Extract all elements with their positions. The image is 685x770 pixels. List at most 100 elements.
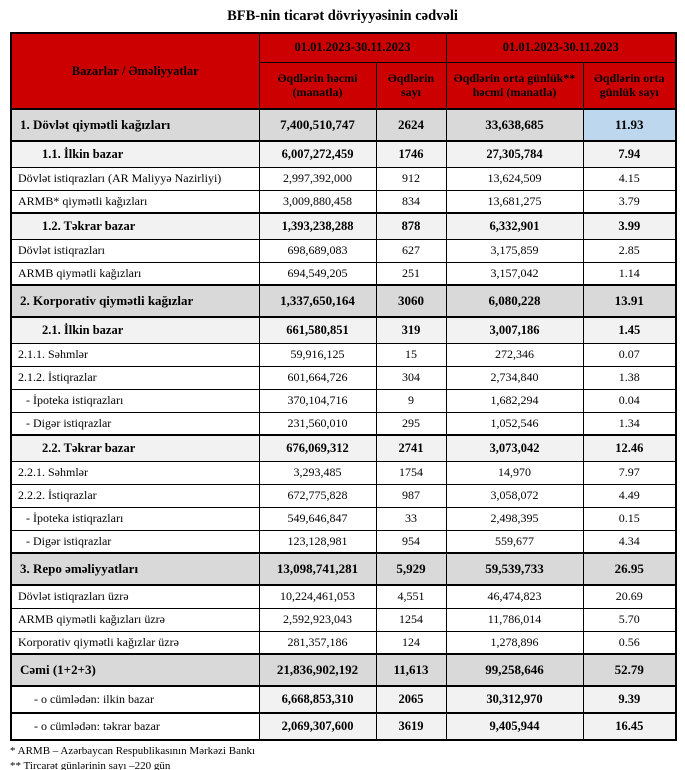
cell-value: 5,929 xyxy=(375,552,447,586)
row-label: 1.1. İlkin bazar xyxy=(10,140,260,168)
table-row: Dövlət istiqrazları üzrə 10,224,461,053 4,… xyxy=(10,584,677,609)
cell-value: 281,357,186 xyxy=(258,630,377,655)
cell-value: 13.91 xyxy=(582,284,677,318)
cell-value: 21,836,902,192 xyxy=(258,653,377,687)
highlighted-cell-value: 11.93 xyxy=(582,108,677,142)
row-label: - o cümlədən: ilkin bazar xyxy=(10,685,260,714)
cell-value: 5.70 xyxy=(582,607,677,632)
cell-value: 2.85 xyxy=(582,238,677,263)
cell-value: 1.14 xyxy=(582,261,677,286)
table-row: 2.2.2. İstiqrazlar 672,775,828 987 3,058,07… xyxy=(10,483,677,508)
cell-value: 834 xyxy=(375,189,447,214)
cell-value: 2,069,307,600 xyxy=(258,712,377,741)
table-row: 1.2. Təkrar bazar 1,393,238,288 878 6,332,9… xyxy=(10,212,677,240)
column-header-avg-daily-count: Əqdlərin orta günlük sayı xyxy=(582,61,677,110)
cell-value: 3.99 xyxy=(582,212,677,240)
row-label: ARMB qiymətli kağızları xyxy=(10,261,260,286)
cell-value: 2065 xyxy=(375,685,447,714)
table-row: 1. Dövlət qiymətli kağızları 7,400,510,74… xyxy=(10,108,677,142)
table-row: 1.1. İlkin bazar 6,007,272,459 1746 27,305,… xyxy=(10,140,677,168)
cell-value: 13,681,275 xyxy=(445,189,584,214)
row-label: 2.2. Təkrar bazar xyxy=(10,434,260,462)
cell-value: 1,337,650,164 xyxy=(258,284,377,318)
cell-value: 30,312,970 xyxy=(445,685,584,714)
cell-value: 4,551 xyxy=(375,584,447,609)
cell-value: 4.15 xyxy=(582,166,677,191)
cell-value: 9,405,944 xyxy=(445,712,584,741)
table-row: - İpoteka istiqrazları 370,104,716 9 1,682,… xyxy=(10,388,677,413)
cell-value: 27,305,784 xyxy=(445,140,584,168)
cell-value: 1.38 xyxy=(582,365,677,390)
table-row: Korporativ qiymətli kağızlar üzrə 281,357… xyxy=(10,630,677,655)
cell-value: 124 xyxy=(375,630,447,655)
cell-value: 59,916,125 xyxy=(258,342,377,367)
table-row: 2.2.1. Səhmlər 3,293,485 1754 14,970 7.97 xyxy=(10,460,677,485)
cell-value: 3060 xyxy=(375,284,447,318)
period-header-1: 01.01.2023-30.11.2023 xyxy=(258,32,447,63)
cell-value: 59,539,733 xyxy=(445,552,584,586)
row-label: Cəmi (1+2+3) xyxy=(10,653,260,687)
cell-value: 0.15 xyxy=(582,506,677,531)
column-header-count: Əqdlərin sayı xyxy=(375,61,447,110)
cell-value: 2624 xyxy=(375,108,447,142)
cell-value: 1254 xyxy=(375,607,447,632)
cell-value: 13,098,741,281 xyxy=(258,552,377,586)
period-header-row: Bazarlar / Əməliyyatlar 01.01.2023-30.11… xyxy=(10,32,677,110)
footnote-trading-days: ** Tircarət günlərinin sayı –220 gün xyxy=(10,760,171,770)
row-label: Dövlət istiqrazları xyxy=(10,238,260,263)
row-label: 2.1.1. Səhmlər xyxy=(10,342,260,367)
cell-value: 9 xyxy=(375,388,447,413)
cell-value: 231,560,010 xyxy=(258,411,377,436)
cell-value: 295 xyxy=(375,411,447,436)
cell-value: 3,157,042 xyxy=(445,261,584,286)
cell-value: 6,668,853,310 xyxy=(258,685,377,714)
table-row: Dövlət istiqrazları (AR Maliyyə Nazirliy… xyxy=(10,166,677,191)
row-label: ARMB qiymətli kağızları üzrə xyxy=(10,607,260,632)
table-row: 2.2. Təkrar bazar 676,069,312 2741 3,073,04… xyxy=(10,434,677,462)
cell-value: 1,278,896 xyxy=(445,630,584,655)
cell-value: 20.69 xyxy=(582,584,677,609)
cell-value: 33,638,685 xyxy=(445,108,584,142)
cell-value: 370,104,716 xyxy=(258,388,377,413)
row-label: 2.2.2. İstiqrazlar xyxy=(10,483,260,508)
page-title: BFB-nin ticarət dövriyyəsinin cədvəli xyxy=(227,8,458,24)
cell-value: 2,498,395 xyxy=(445,506,584,531)
cell-value: 549,646,847 xyxy=(258,506,377,531)
cell-value: 0.07 xyxy=(582,342,677,367)
row-label: Korporativ qiymətli kağızlar üzrə xyxy=(10,630,260,655)
cell-value: 3.79 xyxy=(582,189,677,214)
cell-value: 912 xyxy=(375,166,447,191)
column-header-row: Əqdlərin həcmi (manatla) Əqdlərin sayı Ə… xyxy=(11,61,677,110)
table-row: 2.1. İlkin bazar 661,580,851 319 3,007,186 1… xyxy=(10,316,677,344)
cell-value: 272,346 xyxy=(445,342,584,367)
cell-value: 987 xyxy=(375,483,447,508)
table-row: Dövlət istiqrazları 698,689,083 627 3,175,8… xyxy=(10,238,677,263)
cell-value: 10,224,461,053 xyxy=(258,584,377,609)
row-label: 1. Dövlət qiymətli kağızları xyxy=(10,108,260,142)
cell-value: 7.97 xyxy=(582,460,677,485)
cell-value: 6,080,228 xyxy=(445,284,584,318)
cell-value: 1,052,546 xyxy=(445,411,584,436)
row-label: 1.2. Təkrar bazar xyxy=(10,212,260,240)
row-label: 2.1.2. İstiqrazlar xyxy=(10,365,260,390)
cell-value: 3,058,072 xyxy=(445,483,584,508)
cell-value: 672,775,828 xyxy=(258,483,377,508)
cell-value: 601,664,726 xyxy=(258,365,377,390)
table-row: - Digər istiqrazlar 231,560,010 295 1,052,5… xyxy=(10,411,677,436)
row-label: 2.1. İlkin bazar xyxy=(10,316,260,344)
cell-value: 319 xyxy=(375,316,447,344)
cell-value: 3,175,859 xyxy=(445,238,584,263)
cell-value: 304 xyxy=(375,365,447,390)
row-label: Dövlət istiqrazları (AR Maliyyə Nazirliy… xyxy=(10,166,260,191)
corner-header: Bazarlar / Əməliyyatlar xyxy=(10,32,260,110)
table-row: 3. Repo əməliyyatları 13,098,741,281 5,929… xyxy=(10,552,677,586)
cell-value: 3,009,880,458 xyxy=(258,189,377,214)
cell-value: 3,073,042 xyxy=(445,434,584,462)
cell-value: 6,332,901 xyxy=(445,212,584,240)
footnotes: * ARMB – Azərbaycan Respublikasının Mərk… xyxy=(10,744,685,770)
row-label: - İpoteka istiqrazları xyxy=(10,506,260,531)
cell-value: 3,293,485 xyxy=(258,460,377,485)
cell-value: 2,997,392,000 xyxy=(258,166,377,191)
cell-value: 251 xyxy=(375,261,447,286)
